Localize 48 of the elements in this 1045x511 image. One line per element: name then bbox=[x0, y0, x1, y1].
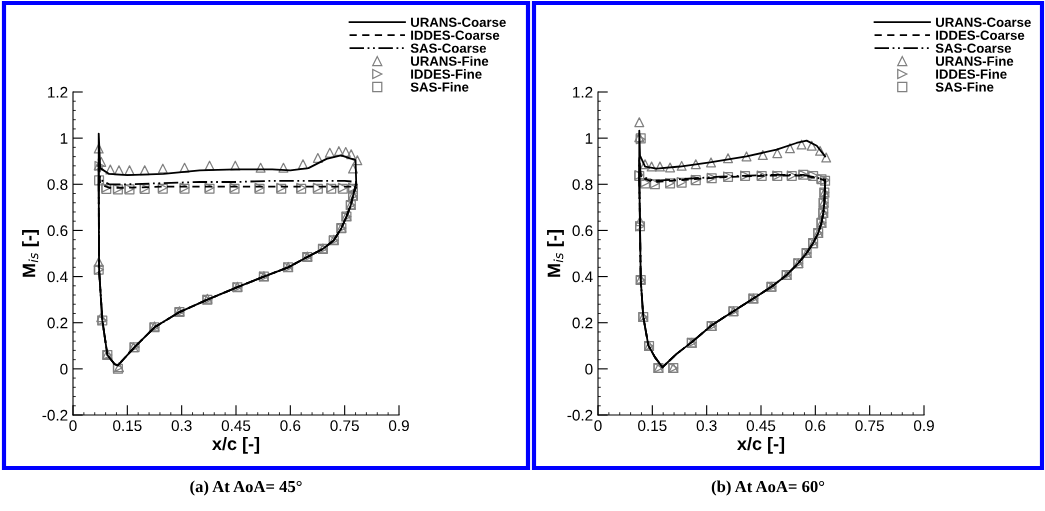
legend-label: URANS-Coarse bbox=[411, 17, 506, 27]
x-tick-label: 0.9 bbox=[388, 420, 409, 432]
y-tick-label: 1.2 bbox=[573, 86, 593, 98]
y-axis-title: M$_{is}$ [-] bbox=[547, 230, 564, 277]
legend-label: SAS-Coarse bbox=[935, 43, 1012, 53]
x-tick-label: 0.45 bbox=[746, 420, 776, 432]
y-tick-label: 0.2 bbox=[47, 317, 68, 329]
x-tick-label: 0.6 bbox=[805, 420, 826, 432]
legend-label: URANS-Coarse bbox=[936, 17, 1031, 27]
y-tick-label: -0.2 bbox=[567, 409, 593, 421]
x-tick-label: 0.15 bbox=[638, 420, 667, 432]
x-tick-label: 0.15 bbox=[113, 420, 142, 432]
legend-label: URANS-Fine bbox=[411, 56, 489, 66]
legend-label: URANS-Fine bbox=[936, 56, 1014, 66]
y-tick-label: 0.2 bbox=[572, 317, 593, 329]
y-tick-label: 0.4 bbox=[47, 271, 68, 283]
y-tick-label: 0.6 bbox=[47, 225, 68, 237]
y-tick-label: 1.2 bbox=[48, 86, 68, 98]
y-tick-label: 0.4 bbox=[572, 271, 593, 283]
text: (a) At AoA= 45° bbox=[190, 480, 302, 496]
x-tick-label: 0.6 bbox=[280, 420, 301, 432]
y-tick-label: 0 bbox=[60, 363, 68, 375]
legend-label: SAS-Fine bbox=[410, 82, 469, 92]
y-tick-label: 0.6 bbox=[572, 225, 593, 237]
x-axis-title: x/c [-] bbox=[737, 436, 785, 454]
x-tick-label: 0 bbox=[594, 420, 602, 432]
legend-label: IDDES-Coarse bbox=[936, 30, 1025, 40]
legend-label: IDDES-Coarse bbox=[411, 30, 500, 40]
y-tick-label: 0.8 bbox=[47, 179, 68, 190]
text: (b) At AoA= 60° bbox=[711, 480, 825, 496]
x-tick-label: 0.75 bbox=[330, 420, 359, 432]
x-tick-label: 0.75 bbox=[855, 420, 884, 432]
y-tick-label: 0.8 bbox=[572, 179, 593, 190]
legend-label: IDDES-Fine bbox=[411, 69, 482, 79]
legend-label: IDDES-Fine bbox=[936, 69, 1007, 79]
x-tick-label: 0.9 bbox=[913, 420, 934, 432]
x-tick-label: 0 bbox=[69, 420, 77, 432]
x-tick-label: 0.3 bbox=[696, 420, 717, 432]
legend-label: SAS-Fine bbox=[935, 82, 994, 92]
x-tick-label: 0.45 bbox=[221, 420, 251, 432]
x-tick-label: 0.3 bbox=[171, 420, 192, 432]
y-tick-label: -0.2 bbox=[42, 409, 68, 421]
x-axis-title: x/c [-] bbox=[212, 436, 260, 454]
y-tick-label: 1 bbox=[60, 133, 68, 144]
y-tick-label: 0 bbox=[585, 363, 593, 375]
legend-label: SAS-Coarse bbox=[410, 43, 487, 53]
y-axis-title: M$_{is}$ [-] bbox=[22, 230, 39, 277]
y-tick-label: 1 bbox=[585, 133, 593, 144]
